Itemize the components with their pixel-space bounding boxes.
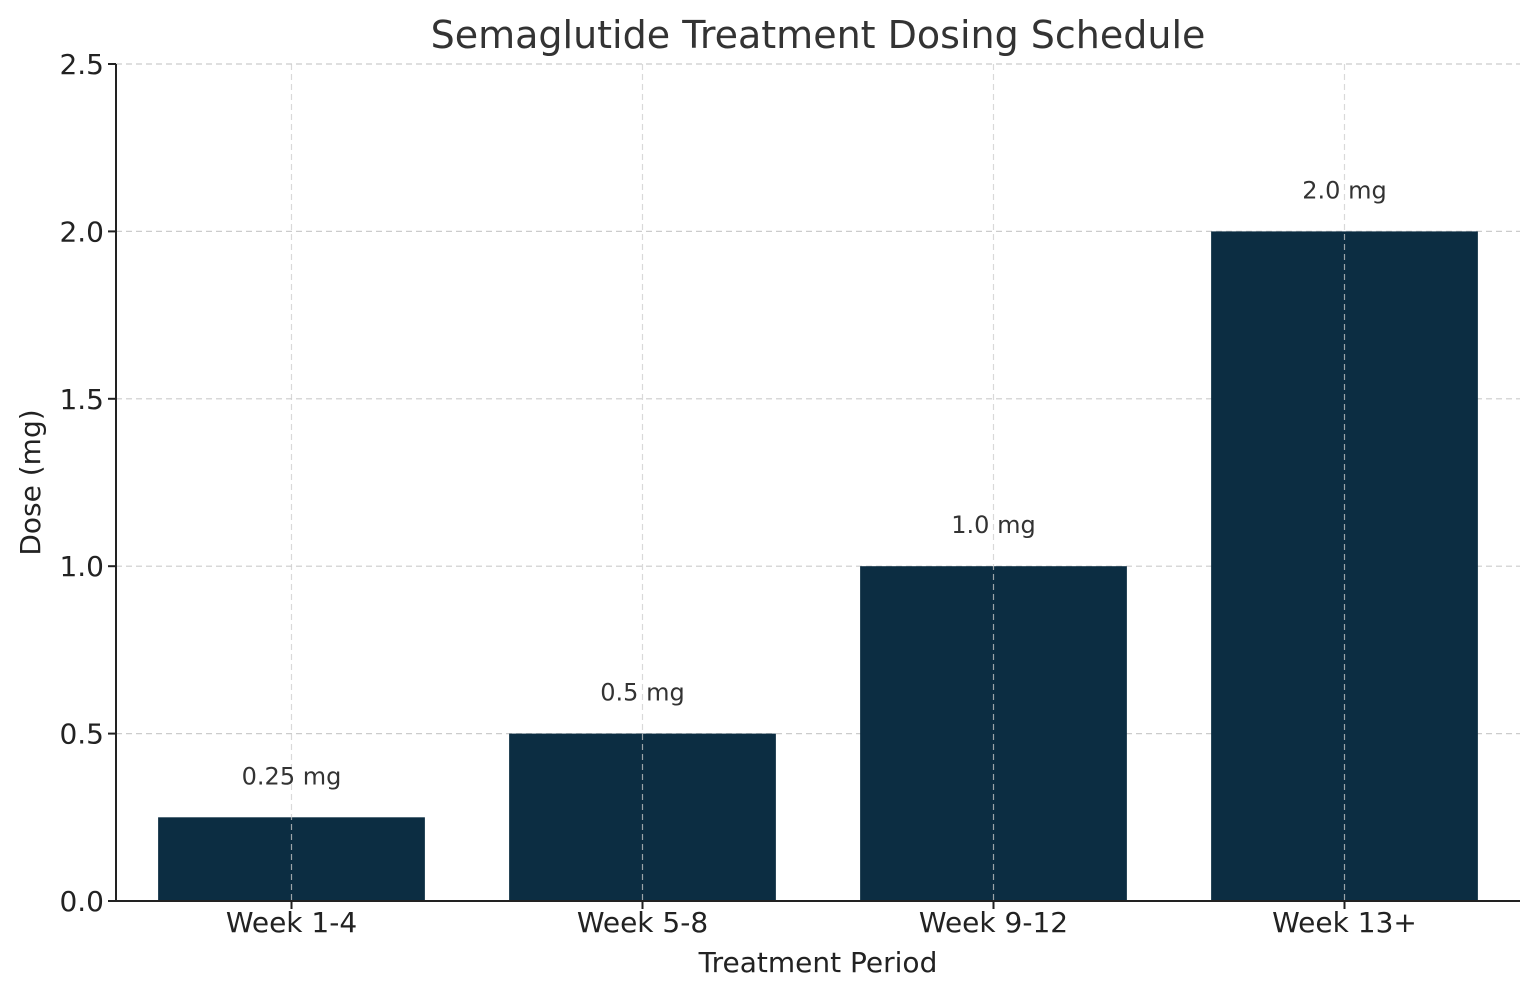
y-tick-label: 2.0 — [59, 215, 104, 248]
x-tick-labels: Week 1-4 Week 5-8 Week 9-12 Week 13+ — [226, 901, 1417, 939]
vertical-grid — [290, 64, 1346, 901]
x-tick-label: Week 13+ — [1272, 906, 1417, 939]
data-label: 0.5 mg — [600, 679, 684, 707]
data-label: 1.0 mg — [951, 511, 1035, 539]
y-axis-title: Dose (mg) — [14, 409, 47, 555]
y-tick-label: 1.5 — [59, 383, 104, 416]
x-tick-label: Week 5-8 — [577, 906, 708, 939]
y-tick-labels: 0.0 0.5 1.0 1.5 2.0 2.5 — [59, 48, 116, 918]
y-tick-label: 2.5 — [59, 48, 104, 81]
x-axis-title: Treatment Period — [698, 946, 938, 979]
y-tick-label: 0.0 — [59, 885, 104, 918]
data-label: 2.0 mg — [1302, 176, 1386, 204]
x-tick-label: Week 1-4 — [226, 906, 357, 939]
x-tick-label: Week 9-12 — [919, 906, 1068, 939]
y-tick-label: 1.0 — [59, 550, 104, 583]
data-label: 0.25 mg — [242, 762, 342, 790]
axes — [115, 64, 1520, 902]
chart-title: Semaglutide Treatment Dosing Schedule — [431, 13, 1206, 57]
data-labels: 0.25 mg 0.5 mg 1.0 mg 2.0 mg — [242, 176, 1387, 790]
y-tick-label: 0.5 — [59, 718, 104, 751]
